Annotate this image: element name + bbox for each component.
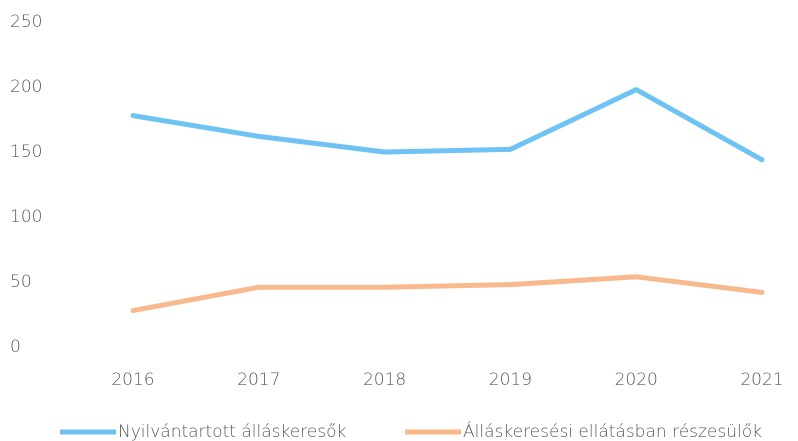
- series-line: [130, 87, 765, 163]
- legend-label: Álláskeresési ellátásban részesülők: [463, 420, 762, 441]
- legend-label: Nyilvántartott álláskeresők: [118, 422, 347, 441]
- y-tick-label: 150: [10, 142, 42, 162]
- x-tick-label: 2018: [363, 370, 406, 390]
- y-tick-label: 50: [10, 272, 32, 292]
- y-tick-label: 0: [10, 337, 21, 357]
- x-tick-label: 2020: [615, 370, 658, 390]
- x-tick-label: 2019: [489, 370, 532, 390]
- y-tick-label: 100: [10, 207, 42, 227]
- x-tick-label: 2021: [740, 370, 783, 390]
- series-line: [130, 274, 765, 314]
- x-tick-label: 2017: [237, 370, 280, 390]
- y-tick-label: 250: [10, 12, 42, 32]
- x-tick-label: 2016: [111, 370, 154, 390]
- y-tick-label: 200: [10, 77, 42, 97]
